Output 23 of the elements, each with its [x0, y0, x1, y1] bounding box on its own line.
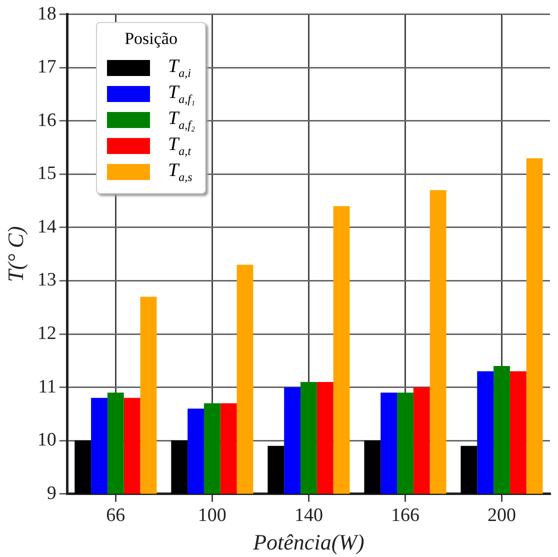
y-tick-label: 18 [37, 3, 56, 24]
legend-label: T$_{a,s}$ [168, 160, 192, 184]
legend-label: T$_{a,f₁}$ [168, 82, 196, 106]
x-tick-label: 166 [390, 505, 420, 526]
legend-title: Posição [124, 29, 178, 49]
y-tick-label: 10 [37, 430, 56, 451]
x-axis-title: Potência(W) [252, 530, 364, 555]
legend-label: T$_{a,t}$ [168, 134, 191, 158]
y-tick-label: 13 [37, 270, 56, 291]
y-axis-title: T(° C) [2, 226, 28, 282]
y-tick-label: 17 [37, 56, 56, 78]
x-tick-label: 140 [294, 505, 323, 526]
y-tick-label: 15 [37, 163, 56, 184]
y-tick-label: 11 [38, 376, 56, 398]
y-tick-label: 9 [46, 482, 56, 504]
y-tick-label: 12 [37, 322, 56, 344]
x-tick-label: 100 [198, 505, 226, 526]
x-tick-label: 200 [487, 505, 516, 526]
y-tick-label: 14 [37, 216, 57, 238]
legend-label: T$_{a,f₂}$ [168, 108, 196, 132]
legend-label: T$_{a,i}$ [168, 56, 191, 80]
y-tick-label: 16 [37, 110, 56, 131]
x-tick-label: 66 [106, 505, 126, 526]
